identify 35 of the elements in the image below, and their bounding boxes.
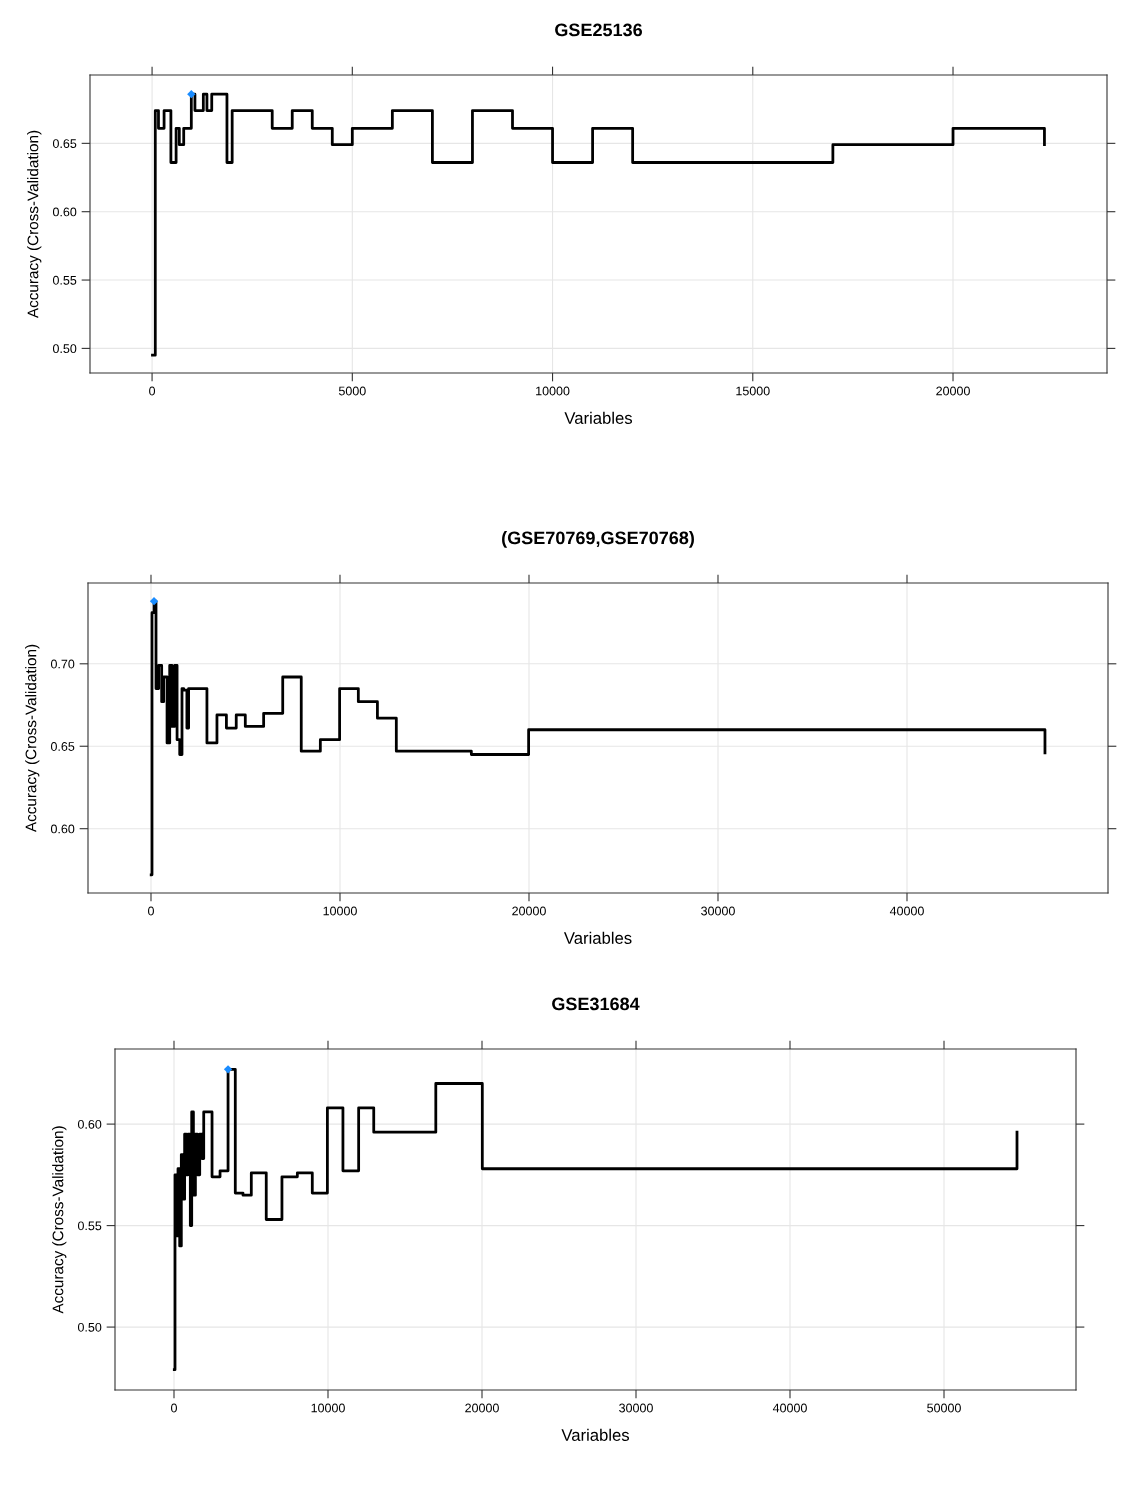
x-tick-label: 15000 (736, 386, 770, 396)
y-axis-title: Accuracy (Cross-Validation) (27, 130, 42, 319)
x-tick-label: 30000 (701, 906, 735, 916)
x-tick-label: 10000 (536, 386, 570, 396)
y-tick-label: 0.60 (50, 824, 75, 834)
x-tick-label: 40000 (889, 906, 924, 916)
y-tick-label: 0.60 (77, 1119, 102, 1129)
y-tick-label: 0.55 (77, 1221, 102, 1231)
x-tick-label: 0 (148, 906, 154, 916)
x-tick-label: 20000 (465, 1403, 499, 1413)
x-tick-label: 5000 (338, 386, 366, 396)
x-tick-label: 50000 (927, 1403, 961, 1413)
y-axis-title: Accuracy (Cross-Validation) (52, 1126, 67, 1314)
x-tick-label: 10000 (311, 1403, 345, 1413)
y-tick-label: 0.70 (50, 659, 75, 669)
x-tick-label: 20000 (512, 906, 546, 916)
y-tick-label: 0.55 (52, 275, 77, 285)
x-axis-title: Variables (561, 1428, 630, 1441)
x-tick-label: 40000 (772, 1403, 807, 1413)
y-tick-label: 0.60 (52, 207, 77, 217)
x-tick-label: 20000 (936, 386, 970, 396)
y-tick-label: 0.65 (50, 742, 75, 751)
y-tick-label: 0.65 (52, 139, 77, 148)
y-axis-title: Accuracy (Cross-Validation) (25, 644, 40, 833)
y-tick-label: 0.50 (77, 1322, 102, 1332)
chart-title: GSE25136 (555, 23, 643, 37)
x-tick-label: 30000 (619, 1403, 653, 1413)
x-tick-label: 0 (171, 1403, 177, 1413)
chart-title: (GSE70769,GSE70768) (502, 531, 694, 548)
chart-title: GSE31684 (552, 997, 640, 1011)
x-axis-title: Variables (564, 411, 633, 424)
x-tick-label: 10000 (323, 906, 357, 916)
x-axis-title: Variables (563, 931, 632, 944)
x-tick-label: 0 (149, 386, 156, 396)
y-tick-label: 0.50 (52, 344, 77, 354)
